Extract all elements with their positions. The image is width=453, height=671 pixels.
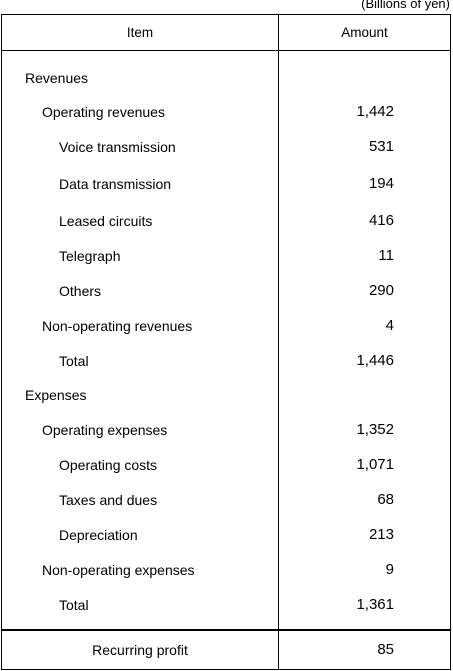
table-row: Total 1,361: [2, 593, 450, 617]
row-value: 9: [385, 561, 394, 578]
table-row: Non-operating expenses 9: [2, 558, 450, 582]
table-row: Leased circuits 416: [2, 209, 450, 233]
row-value: 1,352: [356, 421, 394, 438]
row-value: 213: [368, 526, 394, 543]
row-value: 1,361: [356, 596, 394, 613]
financial-table: Item Amount Revenues Operating revenues …: [1, 14, 451, 670]
row-value: 416: [368, 212, 394, 229]
table-row: Data transmission 194: [2, 172, 450, 196]
table-row: Operating costs 1,071: [2, 453, 450, 477]
table-row: Revenues: [2, 66, 450, 90]
header-item: Item: [126, 25, 154, 40]
row-value: 1,446: [356, 352, 394, 369]
row-label: Total: [59, 597, 89, 613]
table-row: Depreciation 213: [2, 523, 450, 547]
table-row: Expenses: [2, 383, 450, 407]
table-row: Operating revenues 1,442: [2, 100, 450, 124]
row-label: Leased circuits: [59, 213, 153, 229]
table-row: Taxes and dues 68: [2, 488, 450, 512]
header-amount: Amount: [341, 25, 388, 40]
table-row: Others 290: [2, 279, 450, 303]
table-row: Total 1,446: [2, 349, 450, 373]
unit-note: (Billions of yen): [361, 0, 450, 11]
row-value: 531: [368, 138, 394, 155]
table-row: Telegraph 11: [2, 244, 450, 268]
row-label: Total: [59, 353, 89, 369]
row-label: Operating costs: [59, 457, 158, 473]
recurring-profit-value: 85: [377, 641, 394, 658]
row-value: 1,442: [356, 103, 394, 120]
row-label: Data transmission: [59, 176, 172, 192]
row-value: 290: [368, 282, 394, 299]
header-divider: [2, 50, 450, 51]
row-label: Voice transmission: [59, 139, 176, 155]
table-row: Operating expenses 1,352: [2, 418, 450, 442]
row-label: Operating expenses: [42, 422, 168, 438]
row-value: 4: [385, 317, 394, 334]
row-label: Expenses: [25, 387, 87, 403]
row-value: 11: [378, 247, 394, 264]
recurring-profit-label: Recurring profit: [92, 642, 188, 658]
row-label: Others: [59, 283, 102, 299]
row-value: 1,071: [356, 456, 394, 473]
row-label: Telegraph: [59, 248, 121, 264]
row-label: Revenues: [25, 70, 89, 86]
row-label: Non-operating revenues: [42, 318, 193, 334]
row-label: Depreciation: [59, 527, 138, 543]
row-value: 194: [368, 175, 394, 192]
row-label: Non-operating expenses: [42, 562, 195, 578]
table-row: Voice transmission 531: [2, 135, 450, 159]
table-row: Non-operating revenues 4: [2, 314, 450, 338]
row-value: 68: [377, 491, 394, 508]
column-divider: [278, 15, 279, 669]
row-label: Taxes and dues: [59, 492, 158, 508]
footer-divider: [2, 629, 450, 631]
row-label: Operating revenues: [42, 104, 165, 120]
